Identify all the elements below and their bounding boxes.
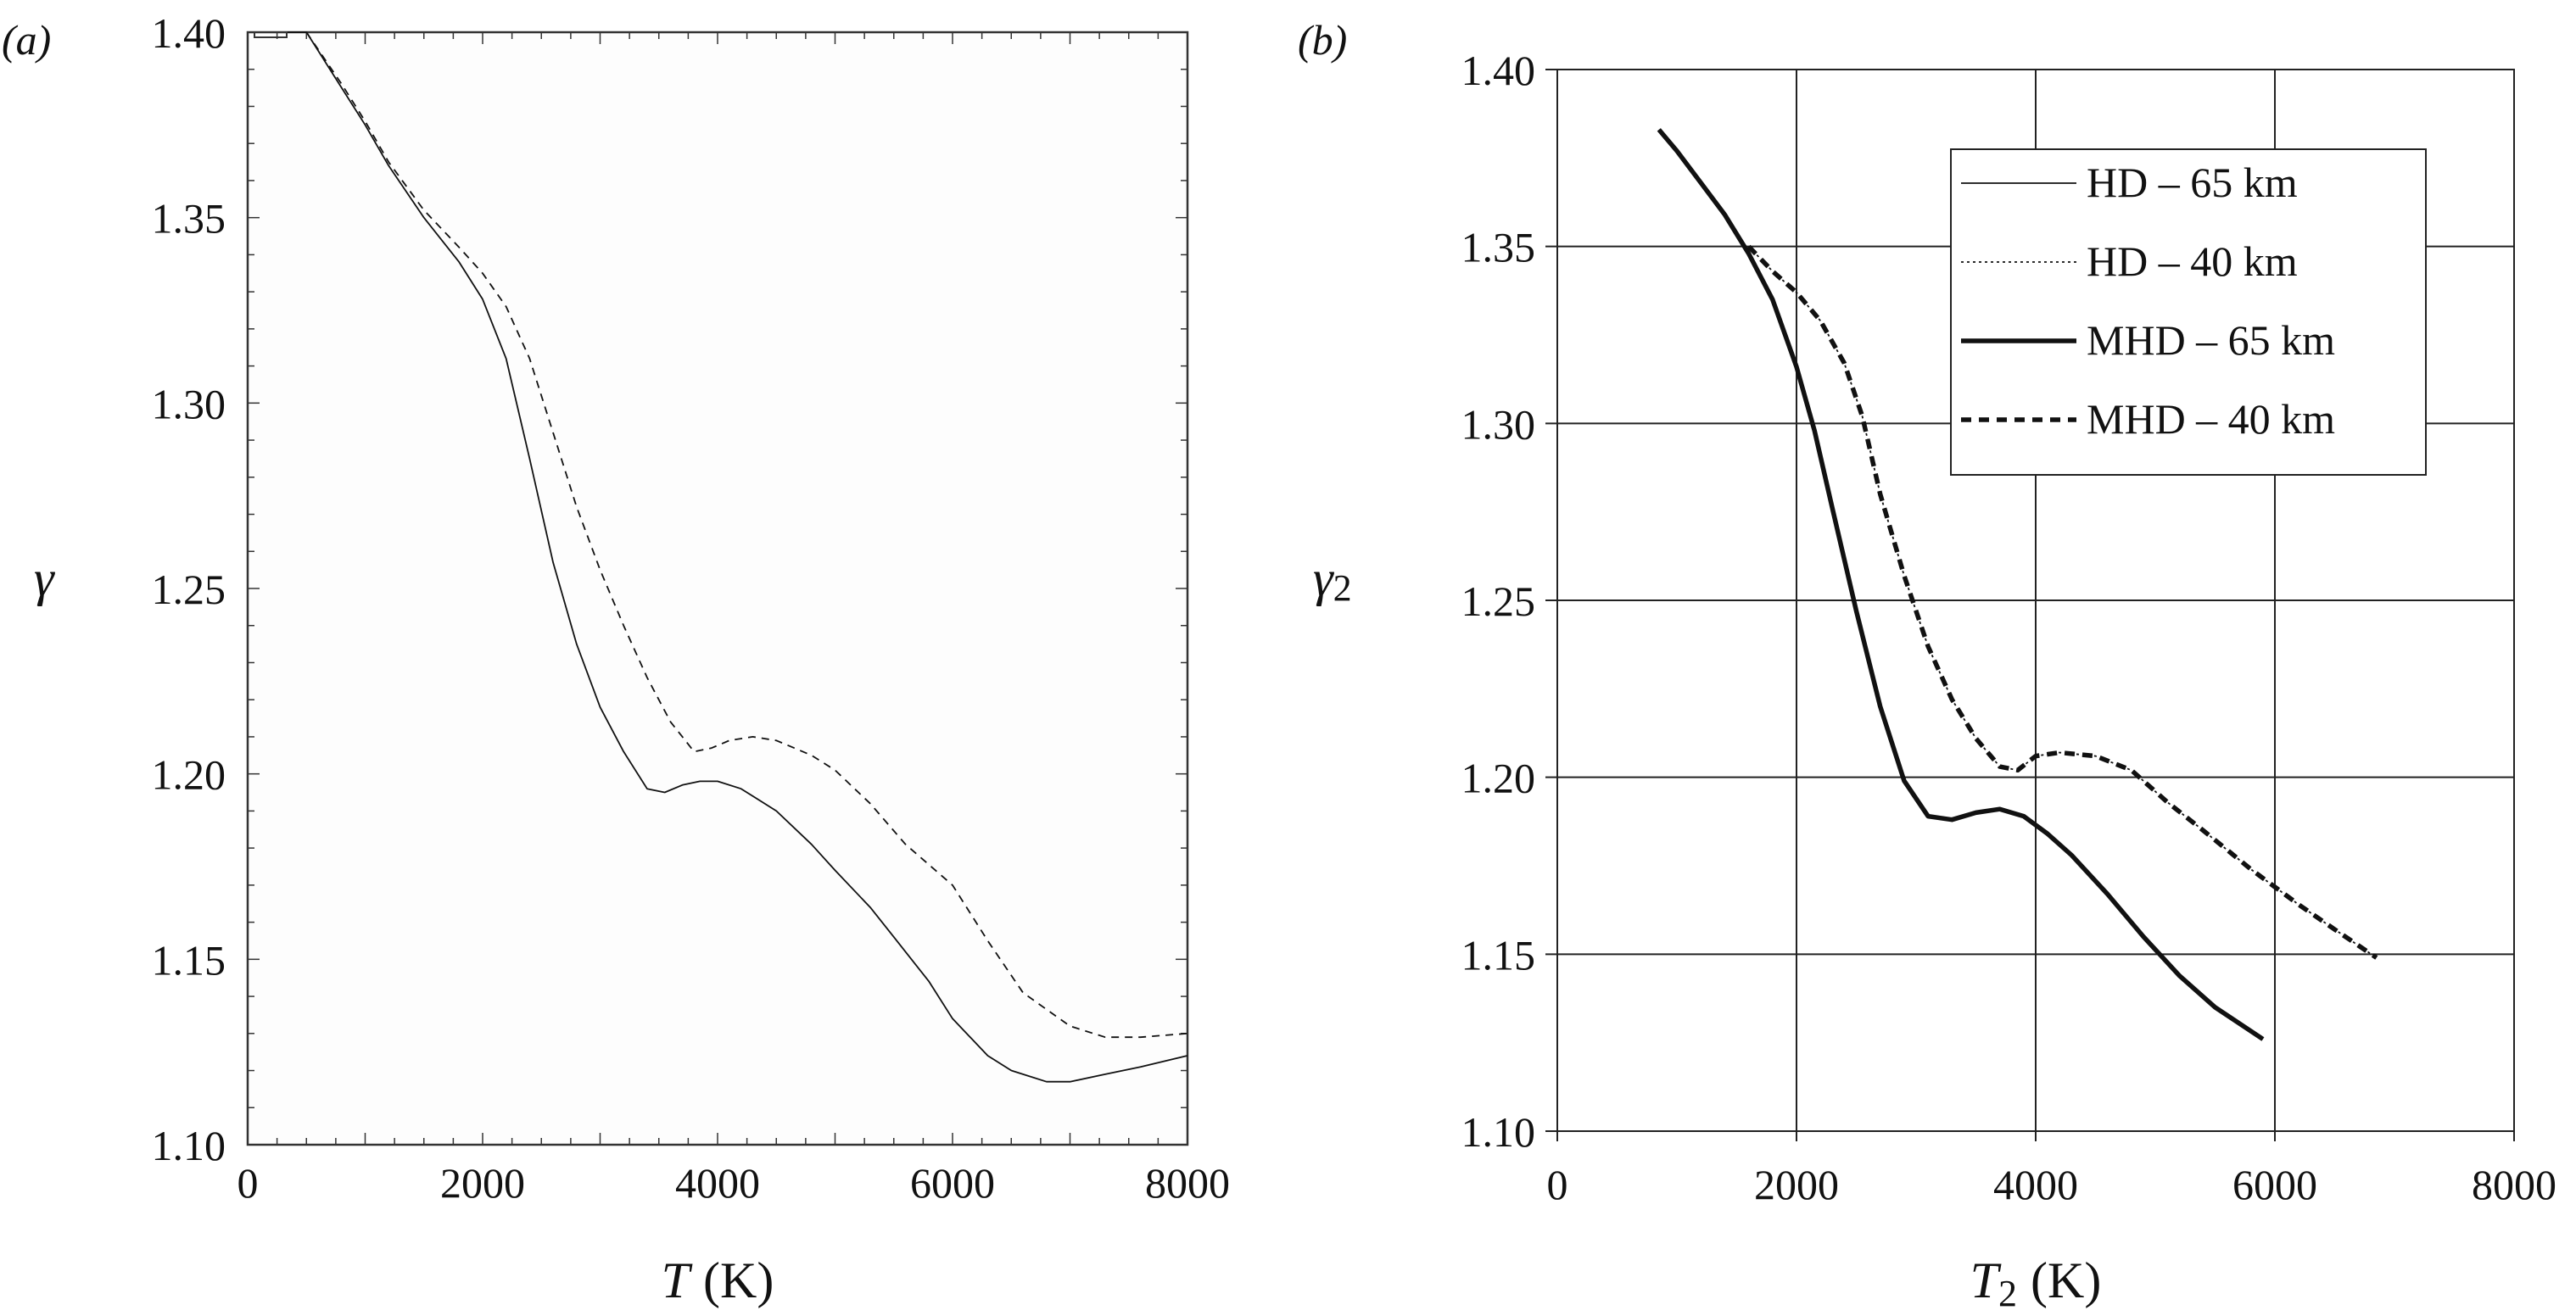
panel-b-plot: 1.10 1.15 1.20 1.25 1.30 1.35 1.40 0 2000 4000 60… xyxy=(1461,47,2557,1208)
panel-a-plot-frame xyxy=(246,31,1189,1146)
series-line-0 xyxy=(277,31,1188,1083)
y-tick-label: 1.20 xyxy=(1461,755,1536,802)
y-tick-label: 1.35 xyxy=(1461,224,1536,271)
y-tick-label: 1.25 xyxy=(152,566,226,613)
panel-a-label: (a) xyxy=(2,16,51,64)
panel-a-plot: 1.10 1.15 1.20 1.25 1.30 1.35 1.40 0 2000 4000 60… xyxy=(152,9,1231,1207)
y-tick-label: 1.20 xyxy=(152,751,226,799)
y-tick-label: 1.25 xyxy=(1461,577,1536,625)
y-tick-label: 1.15 xyxy=(1461,931,1536,979)
x-tick-label: 8000 xyxy=(2472,1161,2556,1208)
panel-a-corner-marker xyxy=(254,31,288,38)
x-tick-label: 4000 xyxy=(675,1159,760,1207)
series-line-3 xyxy=(1746,244,2378,960)
x-tick-label: 2000 xyxy=(1754,1161,1839,1208)
panel-b-y-axis-label: γ2 xyxy=(1313,550,1352,609)
legend-label-3: MHD – 40 km xyxy=(2087,395,2335,443)
panel-b-x-axis-subscript: 2 xyxy=(1998,1273,2017,1314)
panel-b-x-tick-labels: 0 2000 4000 6000 8000 xyxy=(1547,1161,2557,1208)
panel-b: (b) 1.10 1.15 1.20 1.25 1.30 1.35 1.40 0 2000 40… xyxy=(1298,16,2556,1314)
x-tick-label: 6000 xyxy=(910,1159,995,1207)
x-tick-label: 0 xyxy=(237,1159,259,1207)
panel-a: (a) 1.10 1.15 1.20 1.25 1.30 1.35 1.40 0 2000 40… xyxy=(2,9,1230,1308)
panel-a-x-axis-unit: (K) xyxy=(703,1252,774,1308)
legend-label-0: HD – 65 km xyxy=(2087,159,2298,206)
y-tick-label: 1.30 xyxy=(152,380,226,427)
panel-b-y-tick-labels: 1.10 1.15 1.20 1.25 1.30 1.35 1.40 xyxy=(1461,47,1536,1156)
panel-b-label: (b) xyxy=(1298,16,1347,64)
legend-label-1: HD – 40 km xyxy=(2087,237,2298,285)
panel-b-y-axis-symbol: γ xyxy=(1313,550,1334,606)
panel-b-x-axis-unit: (K) xyxy=(2031,1252,2101,1308)
series-line-1 xyxy=(305,31,1188,1039)
x-tick-label: 6000 xyxy=(2232,1161,2317,1208)
x-tick-label: 4000 xyxy=(1993,1161,2078,1208)
panel-a-y-axis-label: γ xyxy=(34,550,55,606)
panel-a-y-tick-labels: 1.10 1.15 1.20 1.25 1.30 1.35 1.40 xyxy=(152,9,226,1169)
series-line-2 xyxy=(1657,128,2265,1041)
y-tick-label: 1.10 xyxy=(1461,1108,1536,1156)
x-tick-label: 8000 xyxy=(1145,1159,1230,1207)
legend-box xyxy=(1950,148,2427,476)
panel-b-series xyxy=(1657,128,2378,1041)
panel-b-y-axis-subscript: 2 xyxy=(1333,567,1352,609)
panel-a-series xyxy=(277,31,1188,1083)
panel-a-x-axis-symbol: T xyxy=(662,1252,693,1308)
legend-label-2: MHD – 65 km xyxy=(2087,316,2335,364)
panel-a-minor-ticks xyxy=(247,31,1188,1146)
x-tick-label: 0 xyxy=(1547,1161,1568,1208)
y-tick-label: 1.40 xyxy=(152,9,226,57)
y-tick-label: 1.15 xyxy=(152,936,226,984)
y-tick-label: 1.30 xyxy=(1461,400,1536,448)
panel-b-x-axis-label: T2 (K) xyxy=(1970,1252,2102,1314)
panel-a-x-tick-labels: 0 2000 4000 6000 8000 xyxy=(237,1159,1231,1207)
panel-a-x-axis-label: T (K) xyxy=(662,1252,774,1308)
y-tick-label: 1.35 xyxy=(152,195,226,243)
x-tick-label: 2000 xyxy=(440,1159,525,1207)
panel-b-x-axis-symbol: T xyxy=(1970,1252,2002,1308)
y-tick-label: 1.10 xyxy=(152,1122,226,1169)
y-tick-label: 1.40 xyxy=(1461,47,1536,94)
panel-b-legend: HD – 65 km HD – 40 km MHD – 65 km MHD – 40 … xyxy=(1950,148,2427,476)
